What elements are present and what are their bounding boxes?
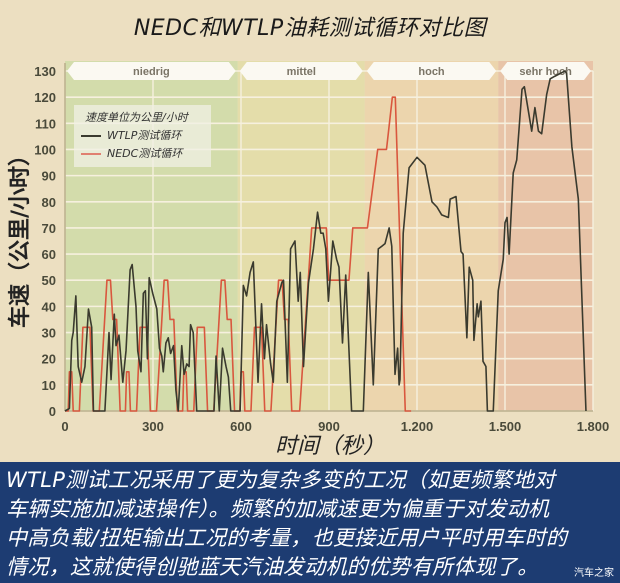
y-tick-label: 130 [34, 64, 56, 79]
legend-swatch-wltp [81, 135, 101, 137]
phase-tab [366, 62, 497, 80]
y-tick-label: 30 [42, 326, 56, 341]
description-line: 车辆实施加减速操作）。频繁的加减速更为偏重于对发动机 [6, 497, 550, 521]
y-axis-label: 车速（公里/小时） [8, 143, 33, 328]
y-tick-labels: 0 10 20 30 40 50 60 70 80 90 100 110 120 130 [34, 64, 56, 419]
phase-label: mittel [287, 66, 316, 78]
series-lines [64, 70, 587, 412]
y-tick-label: 50 [42, 273, 56, 288]
phase-band [498, 61, 593, 411]
chart-title: NEDC和WTLP油耗测试循环对比图 [133, 16, 487, 41]
x-tick-label: 900 [318, 419, 340, 434]
y-tick-label: 110 [35, 116, 56, 131]
description-line: WTLP测试工况采用了更为复杂多变的工况（如更频繁地对 [6, 468, 556, 492]
legend-item-wltp: WTLP测试循环 [81, 127, 181, 143]
legend-title: 速度单位为公里/小时 [85, 111, 188, 124]
watermark: 汽车之家 [574, 568, 614, 579]
legend: 速度单位为公里/小时 WTLP测试循环 NEDC测试循环 [74, 105, 211, 167]
x-tick-label: 0 [61, 419, 68, 434]
x-tick-labels: 0 300 600 900 1.200 1.500 1.800 [61, 419, 609, 434]
x-tick-label: 1.800 [577, 419, 610, 434]
y-tick-label: 100 [34, 142, 56, 157]
phase-label: sehr hoch [519, 66, 572, 78]
y-tick-label: 90 [42, 169, 56, 184]
phase-tab [500, 62, 591, 80]
phase-label: hoch [418, 66, 445, 78]
description-line: 中高负载/扭矩输出工况的考量，也更接近用户平时用车时的 [6, 526, 568, 550]
phase-tab [239, 62, 363, 80]
legend-swatch-nedc [81, 153, 101, 155]
legend-item-nedc: NEDC测试循环 [81, 145, 182, 161]
legend-label-wltp: WTLP测试循环 [107, 129, 182, 142]
x-tick-label: 1.500 [489, 419, 522, 434]
phase-labels: niedrig mittel hoch sehr hoch [67, 62, 591, 80]
wltp-line [64, 70, 587, 412]
phase-tab [67, 62, 236, 80]
y-tick-label: 120 [34, 90, 56, 105]
y-tick-label: 20 [42, 352, 56, 367]
y-tick-label: 70 [42, 221, 56, 236]
description-panel: WTLP测试工况采用了更为复杂多变的工况（如更频繁地对 车辆实施加减速操作）。频… [0, 462, 620, 583]
description-line: 情况，这就使得创驰蓝天汽油发动机的优势有所体现了。 [6, 555, 539, 579]
y-tick-label: 60 [42, 247, 56, 262]
line-chart: niedrig mittel hoch sehr hoch 0 10 20 30 40 50 60… [34, 61, 609, 434]
y-tick-label: 0 [49, 404, 56, 419]
x-tick-label: 600 [230, 419, 252, 434]
y-tick-label: 10 [42, 378, 56, 393]
y-tick-label: 80 [42, 195, 56, 210]
phase-label: niedrig [133, 66, 170, 78]
x-tick-label: 1.200 [401, 419, 434, 434]
x-tick-label: 300 [142, 419, 164, 434]
x-axis-label: 时间（秒） [274, 434, 385, 459]
legend-label-nedc: NEDC测试循环 [107, 147, 183, 160]
y-tick-label: 40 [42, 299, 56, 314]
